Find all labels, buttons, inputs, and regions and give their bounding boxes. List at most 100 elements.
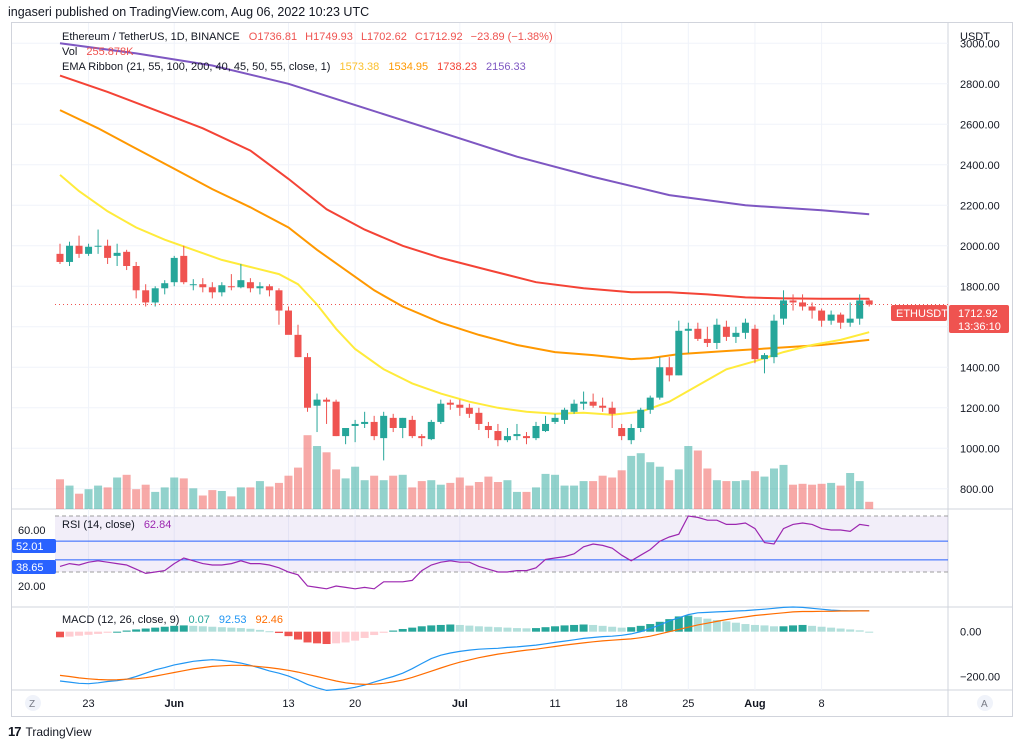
- chart-frame: [11, 22, 1013, 717]
- price-tick-label: 2800.00: [960, 79, 1000, 91]
- legend-vol-value: 255.878K: [86, 46, 134, 58]
- candle-body: [380, 415, 388, 439]
- volume-bar: [646, 462, 655, 509]
- candle-body: [827, 314, 835, 321]
- publish-info: ingaseri published on TradingView.com, A…: [8, 5, 370, 19]
- macd-histogram-bar: [722, 621, 731, 632]
- volume-bar: [370, 475, 379, 509]
- auto-scale-button[interactable]: A: [981, 699, 988, 710]
- volume-bar: [389, 475, 398, 509]
- volume-bar: [160, 487, 169, 509]
- volume-bar: [551, 474, 560, 509]
- volume-bar: [570, 485, 579, 509]
- volume-bar: [398, 474, 407, 509]
- volume-bar: [113, 477, 122, 509]
- volume-bar: [151, 491, 160, 509]
- volume-bar: [712, 480, 721, 509]
- candle-body: [104, 245, 112, 258]
- time-tick-label: 11: [549, 698, 560, 710]
- candle-body: [418, 436, 426, 439]
- macd-histogram-bar: [731, 622, 740, 632]
- volume-bar: [693, 450, 702, 509]
- volume-bar: [598, 475, 607, 509]
- legend-ema-21: 1573.38: [340, 61, 380, 73]
- rsi-pane[interactable]: [55, 515, 948, 590]
- candle-body: [304, 357, 312, 408]
- candle-body: [161, 283, 169, 289]
- rsi-level-tag-2-bg: [12, 560, 56, 574]
- macd-histogram-bar: [560, 625, 569, 632]
- main-pane[interactable]: [55, 42, 948, 509]
- volume-bar: [265, 486, 274, 509]
- candle-body: [361, 421, 369, 424]
- time-tick-label: 20: [349, 698, 361, 710]
- macd-histogram-bar: [255, 629, 264, 632]
- candle-body: [580, 401, 588, 404]
- scale-reset-button-bg[interactable]: [25, 695, 41, 711]
- macd-histogram-bar: [655, 621, 664, 632]
- candle-body: [513, 434, 521, 437]
- candle-body: [75, 245, 83, 254]
- candle-body: [551, 417, 559, 422]
- candle-body: [780, 300, 788, 319]
- time-tick-label: Aug: [744, 698, 765, 710]
- legend-change: −23.89 (−1.38%): [471, 31, 553, 43]
- macd-histogram-bar: [712, 620, 721, 632]
- volume-bar: [217, 491, 226, 509]
- price-tag: 1712.92: [958, 308, 998, 320]
- candle-body: [208, 287, 216, 293]
- volume-bar: [465, 485, 474, 509]
- candle-body: [856, 300, 864, 319]
- macd-histogram-bar: [522, 628, 531, 632]
- candle-body: [265, 286, 273, 291]
- rsi-value: 62.84: [144, 519, 172, 531]
- macd-histogram-bar: [798, 624, 807, 632]
- volume-bar: [665, 480, 674, 509]
- tradingview-logo-icon: 17: [8, 724, 22, 739]
- time-tick-label: 13: [282, 698, 294, 710]
- candle-body: [770, 320, 778, 358]
- macd-histogram-bar: [770, 626, 778, 632]
- countdown: 13:36:10: [958, 321, 1001, 333]
- volume-bar: [846, 473, 855, 509]
- macd-histogram-bar: [436, 624, 445, 632]
- macd-histogram-bar: [617, 627, 626, 632]
- candle-body: [132, 266, 140, 291]
- volume-bar: [198, 495, 207, 509]
- volume-bar: [608, 477, 617, 509]
- rsi-level-tag-1-bg: [12, 539, 56, 553]
- candle-body: [180, 255, 188, 283]
- candle-body: [408, 419, 416, 437]
- macd-pane[interactable]: [56, 606, 874, 692]
- candle-body: [722, 326, 730, 337]
- macd-histogram-bar: [370, 631, 379, 636]
- macd-histogram-bar: [674, 616, 683, 632]
- auto-scale-button-bg[interactable]: [977, 695, 993, 711]
- volume-bar: [436, 484, 445, 509]
- legend-ema-55: 1534.95: [388, 61, 428, 73]
- volume-bar: [703, 468, 712, 509]
- macd-tick-label: −200.00: [960, 672, 1000, 684]
- footer-brand[interactable]: 17 TradingView: [8, 724, 92, 739]
- ema-200-line: [59, 42, 870, 216]
- candle-body: [332, 401, 340, 437]
- rsi-line: [59, 515, 870, 590]
- macd-histogram-bar: [351, 631, 360, 641]
- rsi-band: [55, 516, 948, 572]
- candle-body: [818, 310, 826, 321]
- volume-bar: [636, 453, 645, 509]
- legend-rsi: RSI (14, close) 62.84: [62, 519, 171, 531]
- legend-vol-label: Vol: [62, 46, 77, 58]
- zoom-button[interactable]: Z: [29, 699, 35, 710]
- macd-histogram-bar: [808, 625, 817, 632]
- candle-body: [799, 302, 807, 307]
- macd-histogram-bar: [360, 631, 369, 638]
- price-unit: USDT: [960, 31, 990, 43]
- macd-histogram-bar: [493, 627, 502, 632]
- macd-histogram-bar: [684, 615, 693, 632]
- candle-body: [522, 436, 530, 439]
- candle-body: [142, 290, 150, 303]
- macd-histogram-bar: [817, 626, 826, 632]
- candle-body: [751, 328, 759, 360]
